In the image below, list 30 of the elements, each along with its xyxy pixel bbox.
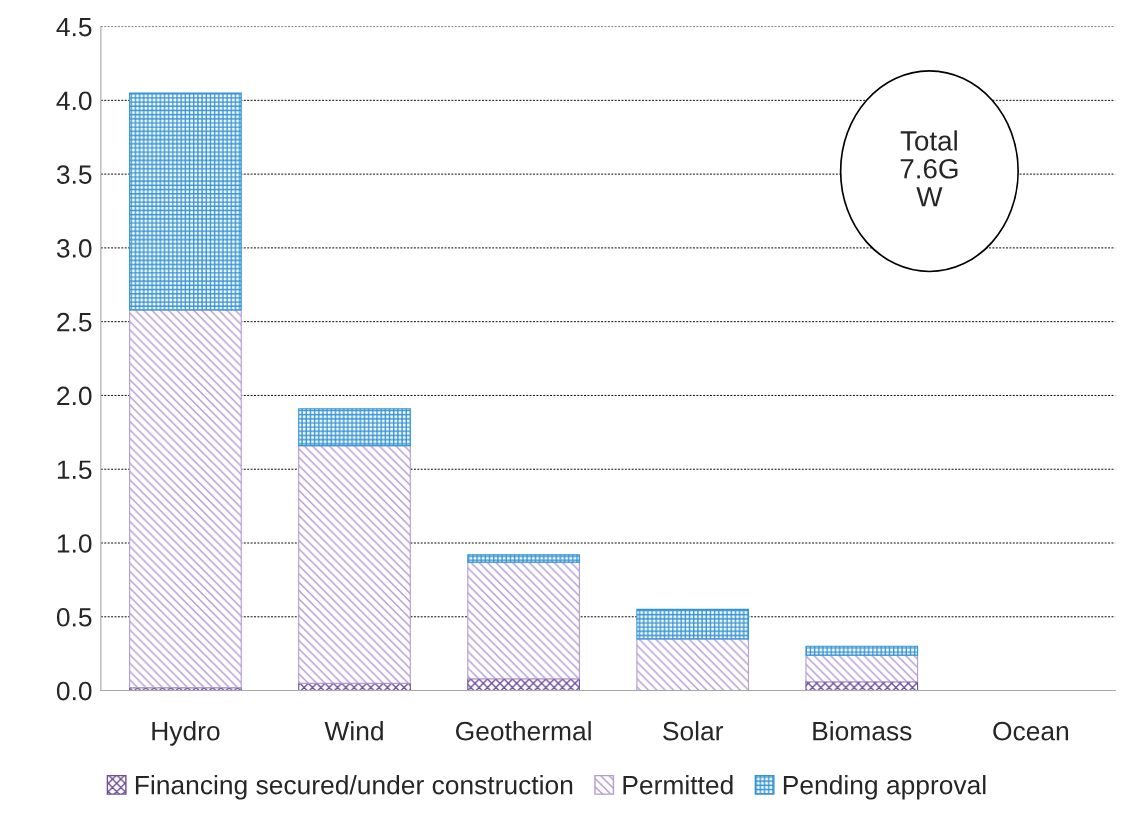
x-tick-label: Solar xyxy=(663,721,724,741)
x-tick-label: Wind xyxy=(324,721,383,741)
legend-label: Pending approval xyxy=(783,775,986,800)
x-tick-label: Biomass xyxy=(813,721,912,741)
bar xyxy=(298,408,411,447)
bar xyxy=(636,638,750,691)
bar xyxy=(636,608,750,640)
bar xyxy=(129,92,242,311)
y-tick-label: 4.5 xyxy=(56,17,92,37)
y-tick-label: 0.0 xyxy=(56,681,92,701)
y-tick-label: 0.5 xyxy=(56,607,92,627)
bar xyxy=(129,309,242,689)
y-tick-label: 3.0 xyxy=(56,239,92,258)
y-tick-label: 1.5 xyxy=(57,460,92,480)
y-tick-label: 2.0 xyxy=(57,386,92,406)
legend-label: Permitted xyxy=(623,775,733,795)
annotation: Total 7.6G W xyxy=(900,130,958,207)
y-tick-label: 1.0 xyxy=(57,534,92,553)
legend-label: Financing secured/under construction xyxy=(135,775,573,800)
bar xyxy=(298,445,411,684)
y-tick-label: 2.5 xyxy=(57,312,92,332)
bar xyxy=(805,654,919,683)
x-tick-label: Geothermal xyxy=(456,721,591,741)
bar xyxy=(467,554,580,563)
y-tick-label: 4.0 xyxy=(56,91,92,111)
y-tick-label: 3.5 xyxy=(56,165,92,184)
x-tick-label: Hydro xyxy=(152,721,220,746)
x-tick-label: Ocean xyxy=(993,721,1069,741)
bar xyxy=(467,561,580,680)
bar xyxy=(805,645,919,656)
